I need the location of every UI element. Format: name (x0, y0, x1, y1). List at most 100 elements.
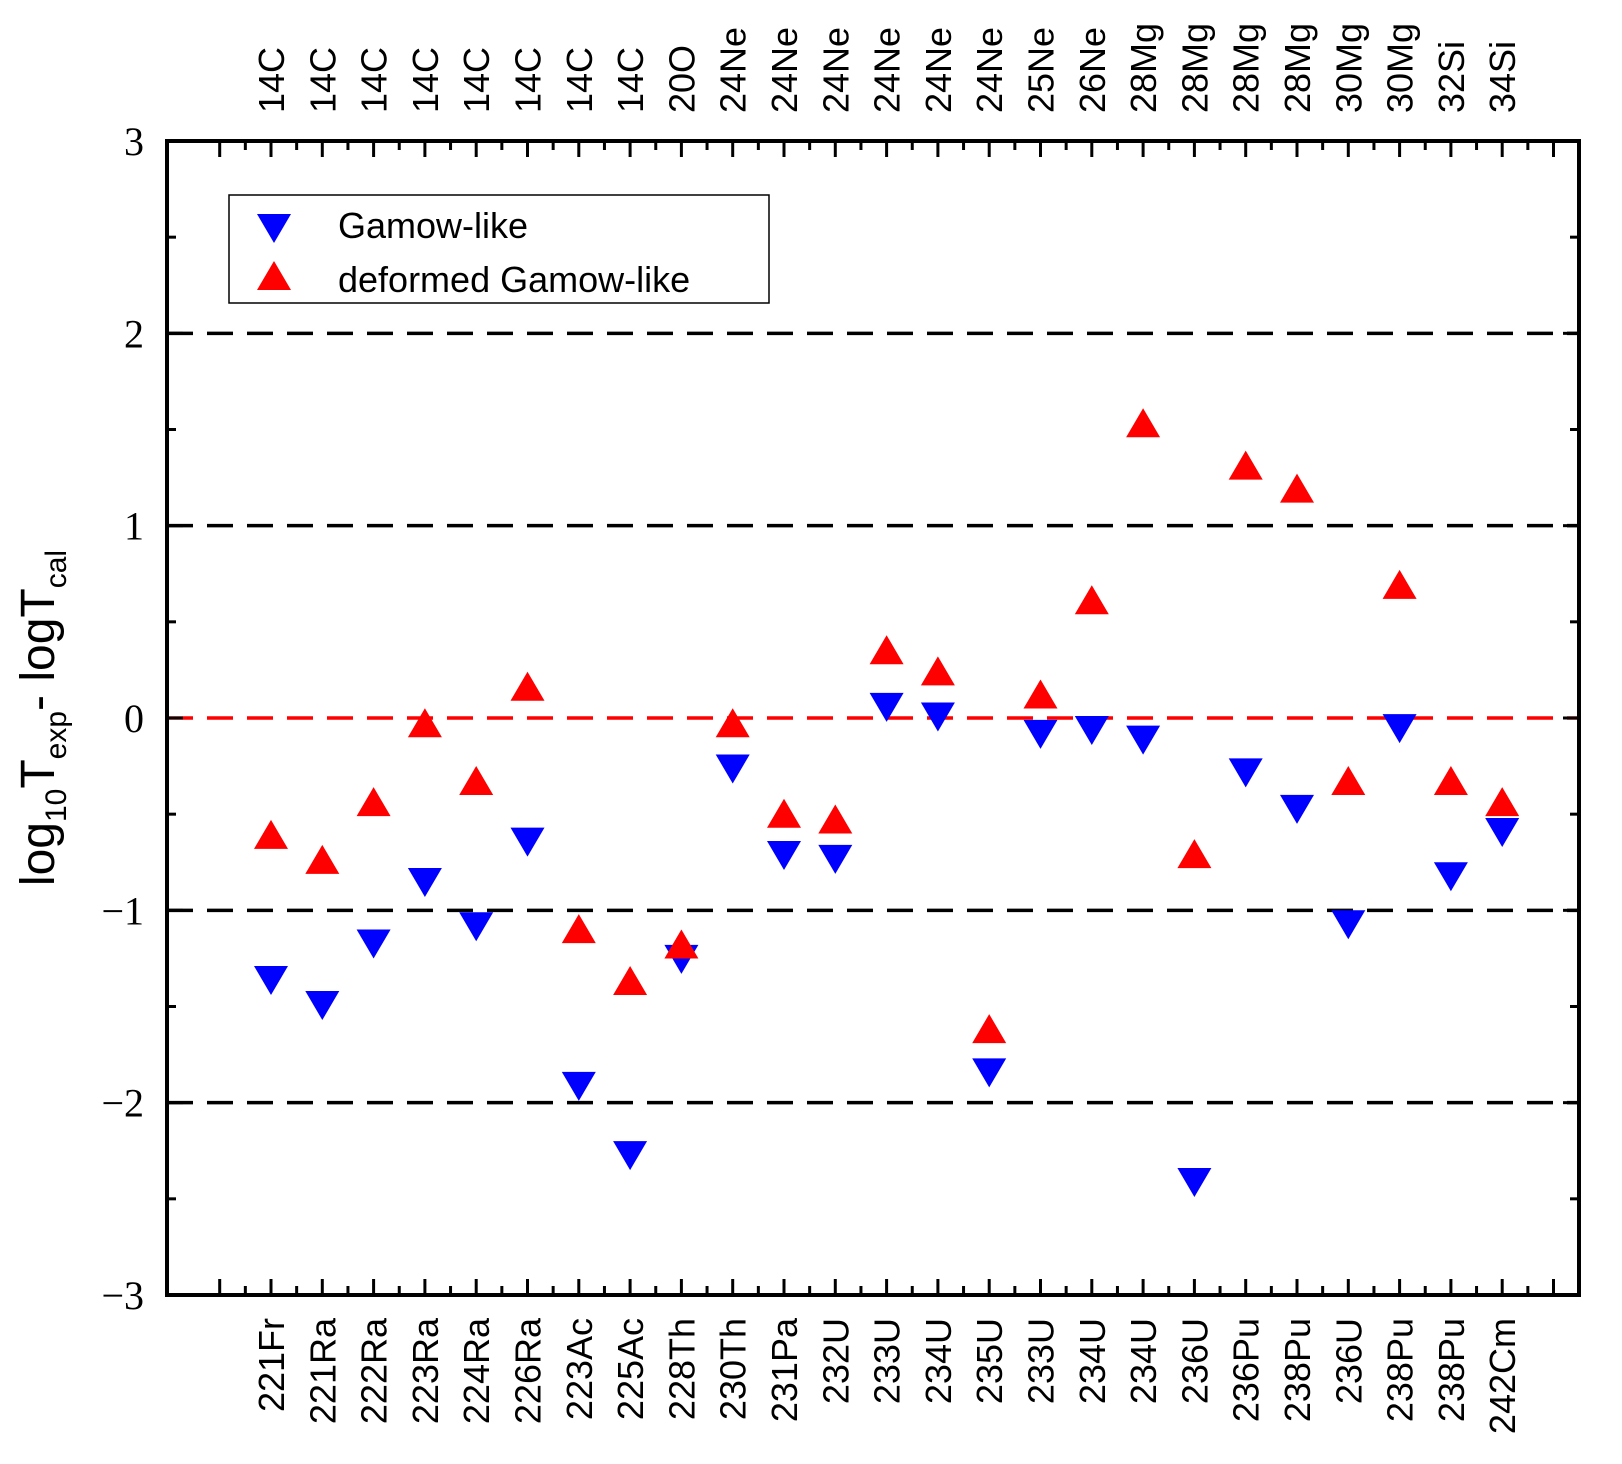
deformed-gamow-like-point (1074, 585, 1109, 615)
deformed-gamow-like-point (869, 635, 904, 665)
deformed-gamow-like-point (767, 798, 801, 828)
y-tick-label: −2 (101, 1081, 144, 1126)
gamow-like-point (1331, 910, 1366, 940)
deformed-gamow-like-point (1280, 473, 1314, 503)
x-tick-label-nucleus: 224Ra (456, 1317, 497, 1424)
gamow-like-point (1177, 1168, 1212, 1197)
x-tick-label-nucleus: 225Ac (610, 1318, 651, 1420)
deformed-gamow-like-point (510, 671, 545, 701)
y-tick-label: 3 (124, 119, 144, 164)
x-tick-label-nucleus: 232U (815, 1318, 856, 1404)
gamow-like-point (1228, 758, 1263, 788)
x-tick-label-nucleus: 222Ra (354, 1317, 395, 1424)
gamow-like-point (305, 991, 340, 1021)
deformed-gamow-like-point (305, 844, 340, 874)
x-tick-label-nucleus: 234U (1072, 1318, 1113, 1404)
x-tick-label-nucleus: 221Fr (251, 1318, 292, 1412)
gamow-like-point (1433, 862, 1468, 892)
x-tick-label-nucleus: 221Ra (302, 1317, 343, 1424)
gamow-like-point (510, 827, 545, 857)
deformed-gamow-like-point (1228, 450, 1263, 480)
x-tick-label-cluster: 24Ne (969, 27, 1010, 113)
x-tick-label-cluster: 32Si (1431, 41, 1472, 113)
x-tick-label-nucleus: 231Pa (764, 1317, 805, 1422)
legend: Gamow-like deformed Gamow-like (228, 194, 770, 304)
deformed-gamow-like-point (1433, 765, 1468, 795)
ylabel-log-sub: 10 (40, 789, 73, 822)
ylabel-minus-logt: - logT (12, 588, 65, 711)
deformed-gamow-like-point (1382, 569, 1417, 599)
y-tick-labels: −3 −2 −1 0 1 2 3 (101, 119, 144, 1318)
x-tick-label-nucleus: 233U (1021, 1318, 1062, 1404)
x-tick-label-cluster: 14C (456, 47, 497, 113)
deformed-gamow-like-point (459, 765, 494, 795)
gamow-like-point (869, 692, 904, 722)
x-tick-label-cluster: 28Mg (1277, 23, 1318, 113)
x-tick-label-cluster: 28Mg (1174, 23, 1215, 113)
ylabel-t-exp: T (12, 759, 65, 788)
gamow-like-point (972, 1058, 1007, 1088)
gamow-like-point (818, 844, 853, 874)
deformed-gamow-like-point (1177, 839, 1212, 869)
gamow-like-point (715, 754, 750, 784)
gamow-like-point (561, 1071, 596, 1101)
y-axis-label: log10Texp- logTcal (12, 550, 73, 886)
gamow-like-point (1023, 719, 1058, 749)
x-tick-label-nucleus: 236Pu (1226, 1318, 1267, 1422)
legend-label-gamow-like: Gamow-like (338, 205, 528, 246)
x-tick-label-nucleus: 236U (1328, 1318, 1369, 1404)
gamow-like-point (356, 929, 391, 959)
x-tick-label-cluster: 30Mg (1380, 23, 1421, 113)
x-tick-label-cluster: 24Ne (764, 27, 805, 113)
deformed-gamow-like-point (1331, 765, 1366, 795)
y-tick-label: 2 (124, 311, 144, 356)
deformed-gamow-like-point (613, 966, 648, 996)
x-tick-label-nucleus: 223Ra (405, 1317, 446, 1424)
x-tick-label-nucleus: 238Pu (1380, 1318, 1421, 1422)
x-tick-label-cluster: 25Ne (1021, 27, 1062, 113)
x-tick-label-cluster: 14C (405, 47, 446, 113)
x-tick-label-cluster: 14C (302, 47, 343, 113)
deformed-gamow-like-point (920, 656, 955, 686)
x-tick-label-nucleus: 236U (1174, 1318, 1215, 1404)
y-tick-label: 0 (124, 696, 144, 741)
x-tick-label-nucleus: 234U (1123, 1318, 1164, 1404)
gamow-like-point (1382, 714, 1417, 744)
deformed-gamow-like-point (715, 708, 750, 738)
x-tick-label-cluster: 30Mg (1328, 23, 1369, 113)
legend-marker-deformed-gamow-like (257, 261, 291, 290)
x-tick-label-nucleus: 238Pu (1277, 1318, 1318, 1422)
ylabel-t-exp-sub: exp (40, 711, 73, 759)
ylabel-t-cal-sub: cal (40, 550, 73, 588)
y-tick-label: 1 (124, 504, 144, 549)
gamow-like-point (767, 841, 801, 871)
plot-frame (165, 139, 1581, 1297)
gamow-like-point (1074, 716, 1109, 746)
deformed-gamow-like-point (561, 914, 596, 944)
x-tick-label-nucleus: 226Ra (508, 1317, 549, 1424)
x-tick-label-cluster: 20O (661, 45, 702, 113)
x-tick-label-cluster: 14C (251, 47, 292, 113)
legend-label-deformed-gamow-like: deformed Gamow-like (338, 259, 690, 300)
reference-lines (167, 331, 1579, 1105)
x-tick-label-cluster: 14C (354, 47, 395, 113)
gamow-like-point (1485, 817, 1520, 847)
x-tick-label-cluster: 28Mg (1226, 23, 1267, 113)
x-tick-label-nucleus: 238Pu (1431, 1318, 1472, 1422)
x-tick-label-cluster: 14C (610, 47, 651, 113)
x-tick-labels-top: 14C 14C 14C 14C 14C 14C 14C 14C 20O 24Ne 24Ne 24Ne 2… (251, 23, 1523, 113)
deformed-gamow-like-point (1485, 787, 1520, 817)
deformed-gamow-like-point (972, 1014, 1007, 1044)
x-tick-label-nucleus: 235U (969, 1318, 1010, 1404)
gamow-like-point (1280, 794, 1314, 824)
data-points (254, 408, 1520, 1197)
y-tick-label: −3 (101, 1273, 144, 1318)
deformed-gamow-like-point (1023, 679, 1058, 709)
deformed-gamow-like-point (254, 819, 288, 849)
x-tick-label-nucleus: 230Th (713, 1318, 754, 1420)
x-tick-label-cluster: 14C (508, 47, 549, 113)
deformed-gamow-like-point (1126, 408, 1161, 438)
ylabel-log: log (12, 822, 65, 886)
x-tick-label-nucleus: 228Th (661, 1318, 702, 1420)
